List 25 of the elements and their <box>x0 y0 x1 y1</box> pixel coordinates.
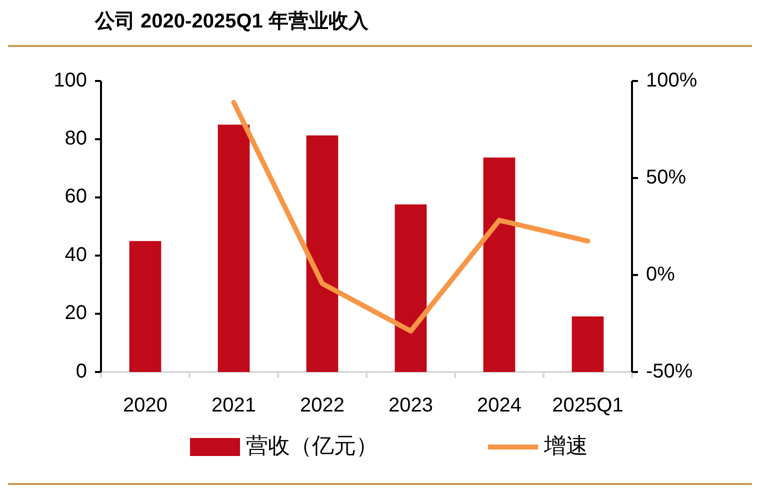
x-tick-label: 2025Q1 <box>552 394 624 416</box>
x-tick-label: 2023 <box>388 394 433 416</box>
bar <box>218 124 250 372</box>
y-tick-label: 100 <box>54 69 87 92</box>
y-tick-label: 80 <box>64 127 87 150</box>
y-tick-label: 0 <box>76 360 87 382</box>
y-tick-label: 20 <box>64 302 87 324</box>
y2-tick-label: 50% <box>646 166 686 188</box>
legend-label: 营收（亿元） <box>246 432 378 458</box>
y2-tick-label: 100% <box>646 69 698 92</box>
legend-label: 增速 <box>543 432 588 458</box>
x-tick-label: 2020 <box>123 394 168 416</box>
bar <box>129 241 162 372</box>
y-tick-label: 60 <box>64 186 87 208</box>
bar <box>483 158 516 372</box>
y2-tick-label: 0% <box>646 263 676 286</box>
chart-title: 公司 2020-2025Q1 年营业收入 <box>94 9 370 32</box>
x-tick-label: 2021 <box>212 394 256 416</box>
bar <box>394 204 427 372</box>
y2-tick-label: -50% <box>646 360 693 382</box>
x-tick-label: 2024 <box>477 394 522 416</box>
y-tick-label: 40 <box>64 244 87 266</box>
x-tick-label: 2022 <box>300 394 344 416</box>
bar <box>572 316 604 372</box>
bar <box>306 135 338 372</box>
